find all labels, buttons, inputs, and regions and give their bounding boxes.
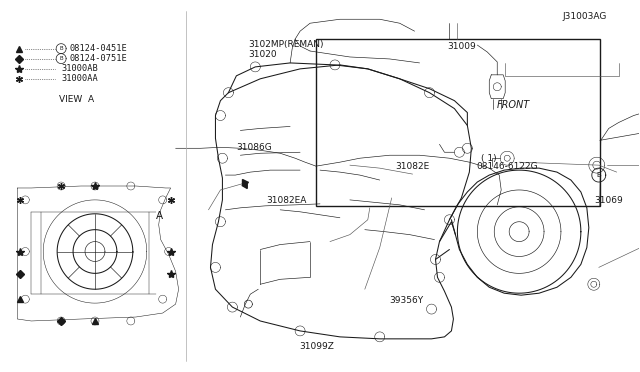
Text: 08146-6122G: 08146-6122G [476, 162, 538, 171]
Text: 31082E: 31082E [395, 162, 429, 171]
Text: 31009: 31009 [447, 42, 476, 51]
Text: 31000AB: 31000AB [61, 64, 98, 73]
Bar [316, 39, 600, 206]
Text: J31003AG: J31003AG [562, 12, 607, 21]
Text: 39356Y: 39356Y [389, 296, 423, 305]
Text: 3102MP(REMAN): 3102MP(REMAN) [248, 41, 324, 49]
Text: VIEW  A: VIEW A [59, 95, 94, 104]
Text: 31082EA: 31082EA [266, 196, 306, 205]
Text: B: B [60, 46, 63, 51]
Text: ( 1): ( 1) [481, 154, 497, 163]
Text: FRONT: FRONT [497, 100, 531, 110]
Text: 08124-0451E: 08124-0451E [69, 44, 127, 53]
Text: B: B [60, 56, 63, 61]
Text: 31000AA: 31000AA [61, 74, 98, 83]
Text: 31099Z: 31099Z [300, 342, 334, 351]
Text: 31069: 31069 [594, 196, 623, 205]
Text: B: B [596, 172, 601, 178]
Text: 31020: 31020 [248, 51, 277, 60]
Text: 31086G: 31086G [236, 143, 271, 152]
Text: 08124-0751E: 08124-0751E [69, 54, 127, 63]
Text: A: A [156, 211, 163, 221]
